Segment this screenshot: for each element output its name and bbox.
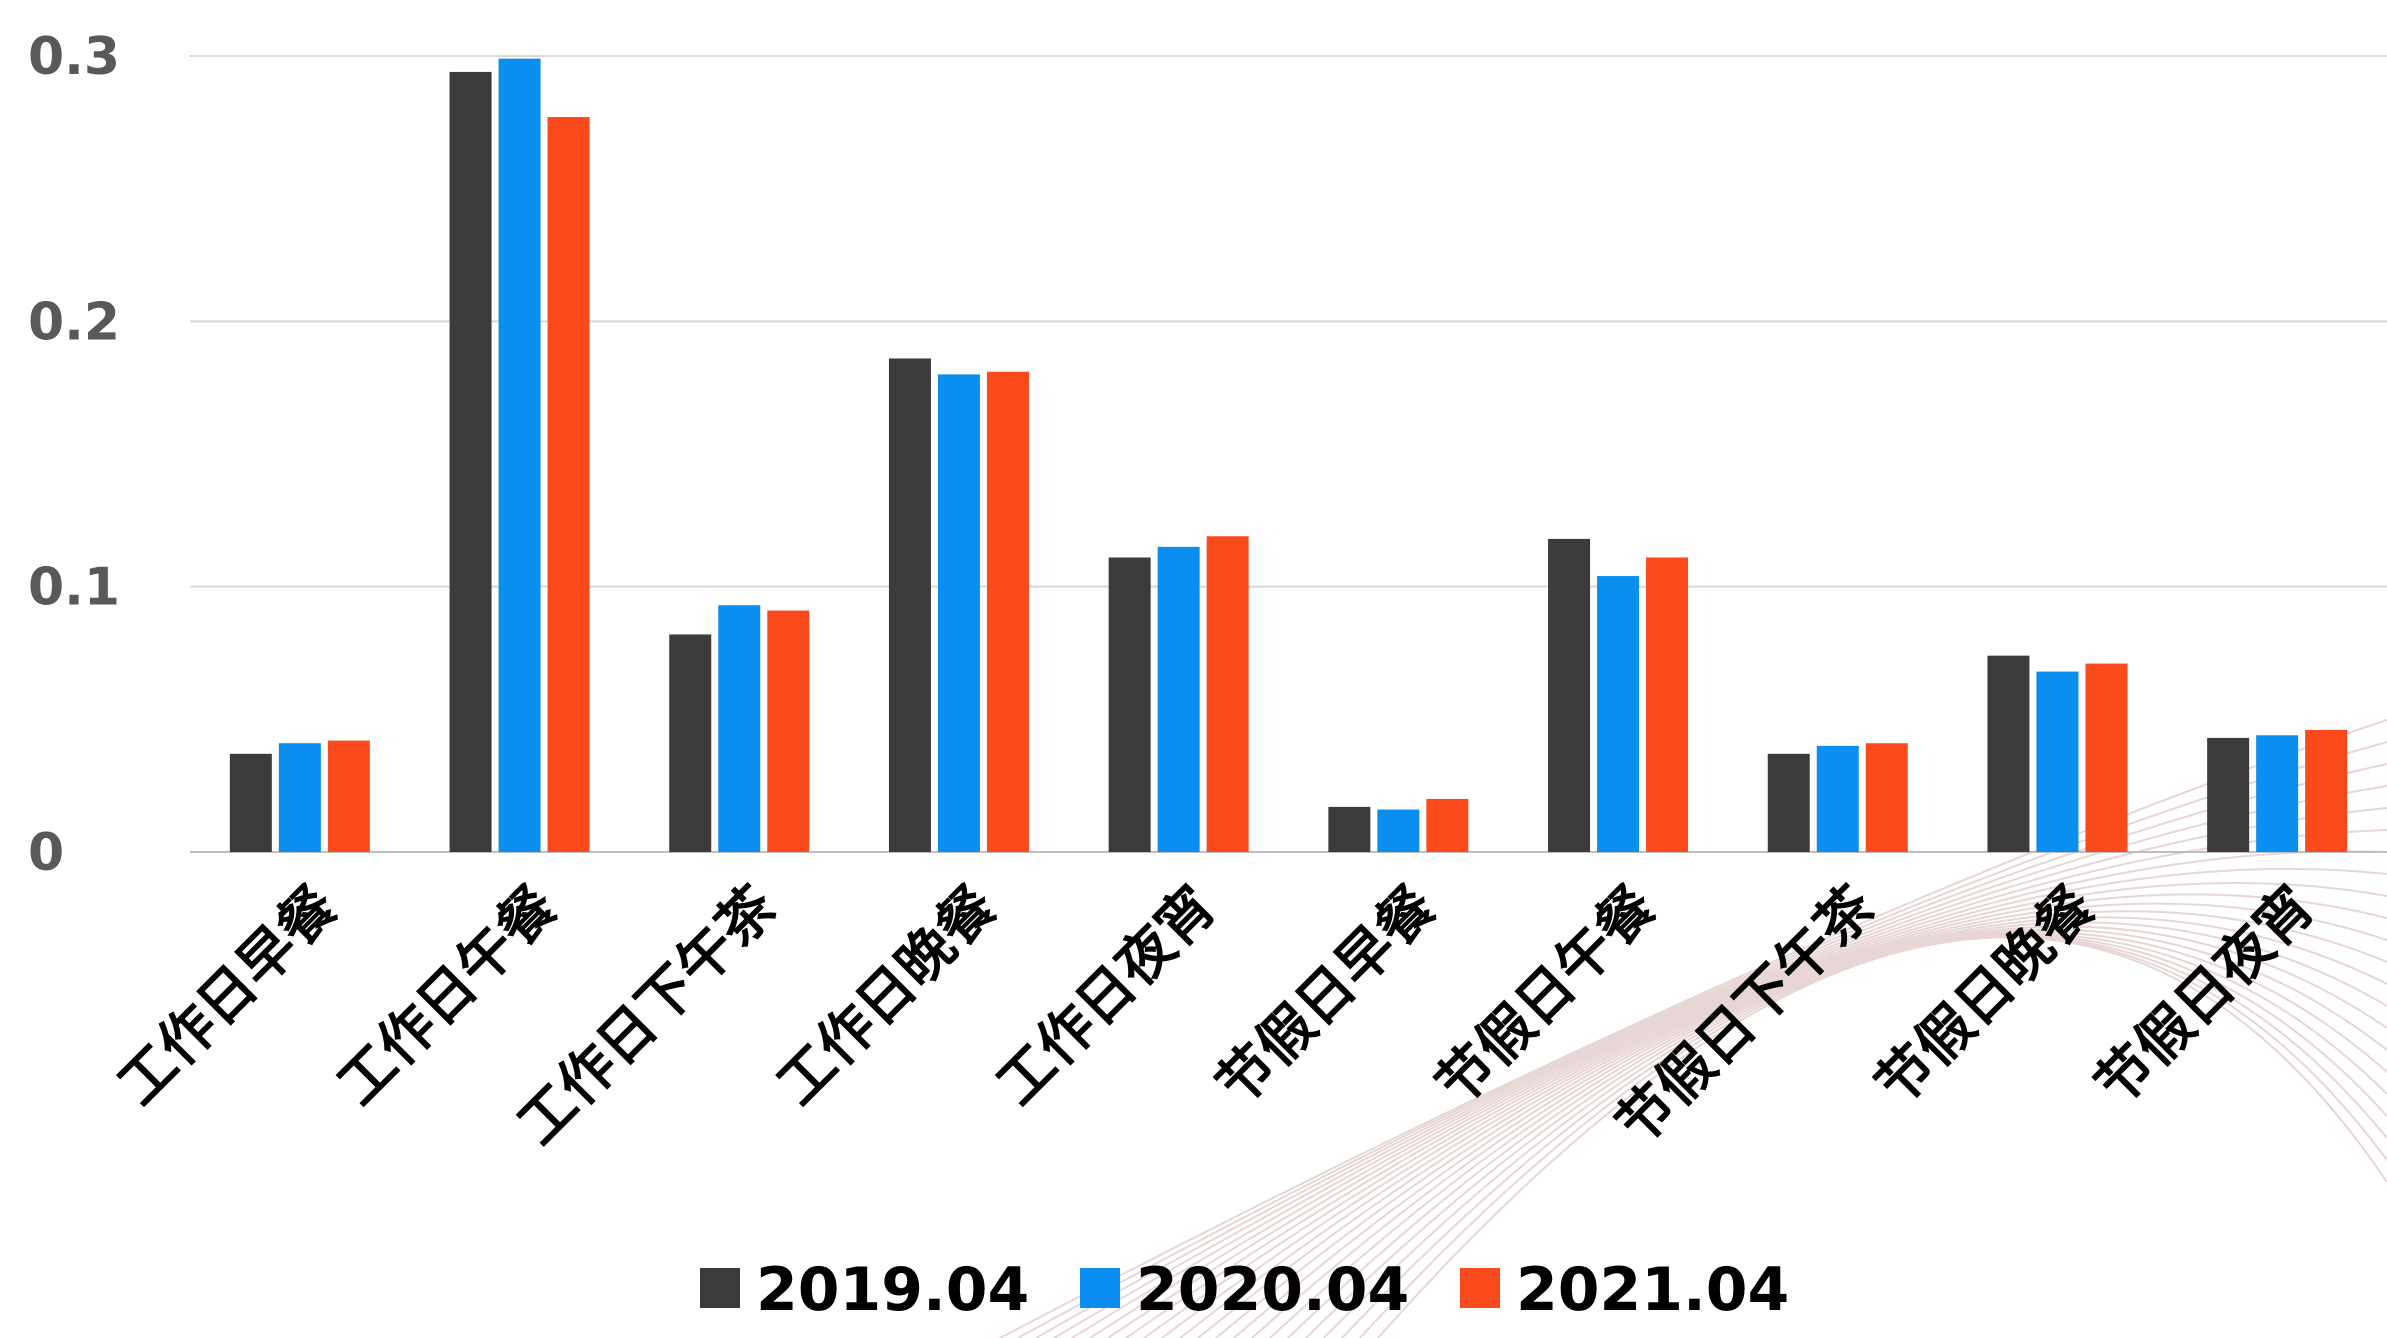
x-tick-label: 工作日早餐 — [106, 874, 350, 1118]
y-tick-label: 0.3 — [28, 27, 120, 87]
x-tick-label: 工作日晚餐 — [765, 874, 1009, 1118]
bar — [767, 610, 810, 852]
x-tick-label: 节假日早餐 — [1204, 874, 1448, 1118]
decoration-arc — [1143, 882, 2387, 1338]
bar — [1865, 743, 1908, 852]
bar — [1987, 655, 2030, 852]
bar — [1816, 745, 1859, 852]
bar — [229, 753, 272, 852]
bar — [1426, 798, 1469, 852]
bar — [1377, 809, 1420, 852]
bar — [1157, 546, 1200, 852]
bar — [1328, 806, 1371, 852]
bar — [1646, 557, 1689, 852]
bars — [229, 58, 2348, 853]
y-tick-label: 0 — [28, 823, 64, 883]
bar — [1108, 557, 1151, 852]
decoration-arc — [1107, 850, 2387, 1338]
decoration-arc — [999, 719, 2387, 1338]
bar — [278, 743, 321, 852]
decoration-arc — [1197, 910, 2387, 1338]
bar — [1548, 538, 1591, 852]
legend-swatch — [700, 1268, 740, 1308]
bar — [2207, 737, 2250, 852]
y-tick-label: 0.1 — [28, 558, 120, 618]
decoration-arc — [1179, 902, 2387, 1338]
bar — [1206, 536, 1249, 852]
decoration-arc — [1215, 916, 2387, 1338]
bar — [498, 58, 541, 853]
legend-label: 2020.04 — [1136, 1255, 1409, 1325]
legend: 2019.04 2020.04 2021.04 — [700, 1255, 1789, 1325]
bar — [2085, 663, 2128, 852]
bar — [449, 71, 492, 853]
bar — [2305, 729, 2348, 852]
legend-swatch — [1460, 1268, 1500, 1308]
background-decoration — [999, 719, 2387, 1338]
bar — [2036, 671, 2079, 852]
bar — [547, 117, 590, 852]
bar — [718, 605, 761, 852]
bar — [937, 374, 980, 852]
x-tick-label: 工作日夜宵 — [985, 874, 1229, 1118]
decoration-arc — [1377, 936, 2387, 1338]
bar — [327, 740, 370, 852]
legend-label: 2021.04 — [1516, 1255, 1789, 1325]
x-tick-label: 工作日午餐 — [325, 874, 569, 1118]
bar — [888, 358, 931, 852]
bar — [986, 371, 1029, 852]
bar — [669, 634, 712, 852]
bar — [1597, 576, 1640, 852]
bar — [2256, 735, 2299, 852]
bar — [1767, 753, 1810, 852]
decoration-arc — [1125, 867, 2387, 1338]
legend-label: 2019.04 — [756, 1255, 1029, 1325]
decoration-arc — [1161, 893, 2387, 1338]
y-tick-label: 0.2 — [28, 292, 120, 352]
legend-swatch — [1080, 1268, 1120, 1308]
y-axis-ticks: 0 0.1 0.2 0.3 — [28, 27, 120, 883]
